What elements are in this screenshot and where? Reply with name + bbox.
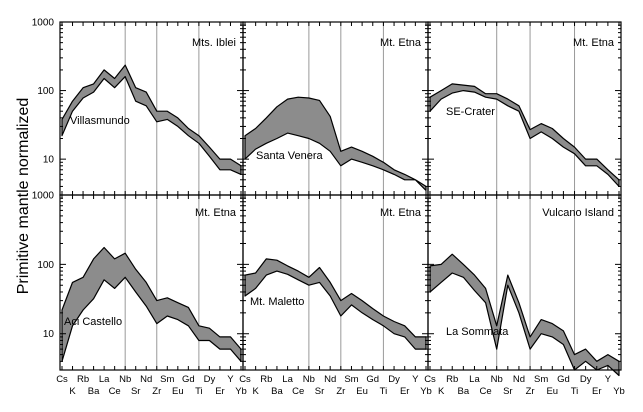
x-tick-label: Dy (204, 374, 216, 385)
x-tick-label: Nd (140, 374, 152, 385)
x-tick-label: Sr (503, 386, 513, 397)
x-tick-label: Cs (56, 374, 68, 385)
x-tick-label: Zr (526, 386, 535, 397)
x-tick-label: Er (215, 386, 225, 397)
x-tick-label: Nb (119, 374, 131, 385)
envelope-la-sommata (429, 253, 620, 377)
x-tick-label: Ti (195, 386, 203, 397)
panel-frame (427, 194, 622, 371)
panel-grid: Mts. Iblei Villasmundo Mt. Etna Santa Vener… (59, 21, 622, 377)
x-tick-label: Sr (315, 386, 325, 397)
x-tick-label: Nd (324, 374, 336, 385)
x-tick-label: Nb (303, 374, 315, 385)
x-tick-label: Rb (446, 374, 458, 385)
x-tick-label: Er (400, 386, 410, 397)
region-label: Mt. Etna (573, 37, 615, 49)
sample-label: SE-Crater (446, 106, 495, 118)
x-tick-label: Yb (420, 386, 432, 397)
region-label: Mt. Etna (380, 37, 422, 49)
sample-label: Mt. Maletto (250, 296, 304, 308)
x-tick-label: Zr (152, 386, 161, 397)
x-tick-label: Yb (613, 386, 625, 397)
x-tick-label: Sm (534, 374, 548, 385)
x-tick-label: K (438, 386, 445, 397)
y-tick-label: 10 (43, 155, 55, 166)
y-tick-label: 100 (37, 86, 54, 97)
x-tick-label: K (69, 386, 76, 397)
x-tick-label: Gd (557, 374, 570, 385)
x-tick-label: Ce (292, 386, 304, 397)
sample-label: Santa Venera (256, 150, 324, 162)
panel-villasmundo: Mts. Iblei Villasmundo (59, 21, 244, 196)
envelope-se-crater (429, 83, 620, 187)
x-tick-label: Nd (513, 374, 525, 385)
ticks-la-sommata (428, 195, 621, 371)
x-tick-label: K (252, 386, 259, 397)
x-tick-label: Cs (239, 374, 251, 385)
x-tick-label: Y (605, 374, 612, 385)
sample-label: La Sommata (446, 326, 509, 338)
x-tick-label: Yb (235, 386, 247, 397)
panel-frame (242, 194, 429, 371)
x-tick-label: Gd (366, 374, 379, 385)
x-tick-label: Ti (380, 386, 388, 397)
panel-aci-castello: Mt. Etna Aci Castello (59, 194, 244, 371)
envelope-santa-venera (244, 96, 427, 191)
x-tick-label: La (282, 374, 293, 385)
x-tick-label: Ba (271, 386, 283, 397)
x-tick-label: Ba (88, 386, 100, 397)
x-tick-label: La (99, 374, 110, 385)
region-label: Vulcano Island (542, 207, 614, 219)
y-tick-label: 1000 (32, 18, 55, 29)
envelope-aci-castello (61, 246, 242, 362)
x-tick-label: Rb (260, 374, 272, 385)
region-label: Mt. Etna (195, 207, 237, 219)
x-tick-label: Gd (182, 374, 195, 385)
x-tick-label: Dy (580, 374, 592, 385)
x-tick-label: Sm (160, 374, 174, 385)
panel-santa-venera: Mt. Etna Santa Venera (242, 21, 429, 196)
x-tick-label: Y (227, 374, 234, 385)
sample-label: Villasmundo (70, 115, 130, 127)
x-tick-label: Sr (131, 386, 141, 397)
x-tick-label: Ba (458, 386, 470, 397)
y-axis-label: Primitive mantle normalized (15, 98, 32, 295)
panel-mt-maletto: Mt. Etna Mt. Maletto (242, 194, 429, 371)
x-tick-label: Nb (491, 374, 503, 385)
panel-la-sommata: Vulcano Island La Sommata (427, 194, 622, 377)
x-tick-label: Ce (109, 386, 121, 397)
region-label: Mt. Etna (380, 207, 422, 219)
axis-tick-labels: CsKRbBaLaCeNbSrNdZrSmEuGdTiDyErYYbCsKRbB… (32, 18, 625, 398)
sample-label: Aci Castello (64, 316, 122, 328)
x-tick-label: Dy (388, 374, 400, 385)
x-tick-label: Y (412, 374, 419, 385)
x-tick-label: Eu (356, 386, 368, 397)
x-tick-label: Zr (336, 386, 345, 397)
x-tick-label: Rb (77, 374, 89, 385)
x-tick-label: Ti (571, 386, 579, 397)
x-tick-label: Sm (344, 374, 358, 385)
x-tick-label: Eu (546, 386, 558, 397)
panel-se-crater: Mt. Etna SE-Crater (427, 21, 622, 196)
x-tick-label: Cs (424, 374, 436, 385)
x-tick-label: Er (592, 386, 602, 397)
x-tick-label: Eu (172, 386, 184, 397)
y-tick-label: 1000 (32, 191, 55, 202)
x-tick-label: Ce (480, 386, 492, 397)
region-label: Mts. Iblei (192, 37, 236, 49)
y-tick-label: 100 (37, 260, 54, 271)
ticks-mt-maletto (243, 195, 428, 371)
x-tick-label: La (469, 374, 480, 385)
y-tick-label: 10 (43, 329, 55, 340)
